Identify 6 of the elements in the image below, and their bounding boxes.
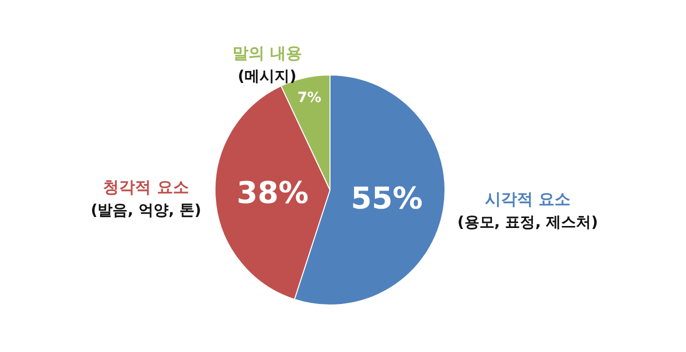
data-label: 7% — [298, 90, 322, 106]
data-label: 38% — [236, 176, 309, 212]
slice-label: 말의 내용 (메시지) — [232, 44, 302, 86]
slice-label: 청각적 요소 (발음, 억양, 톤) — [90, 178, 202, 220]
data-label: 55% — [350, 181, 423, 216]
slice-label: 시각적 요소 (용모, 표정, 제스처) — [457, 190, 598, 232]
